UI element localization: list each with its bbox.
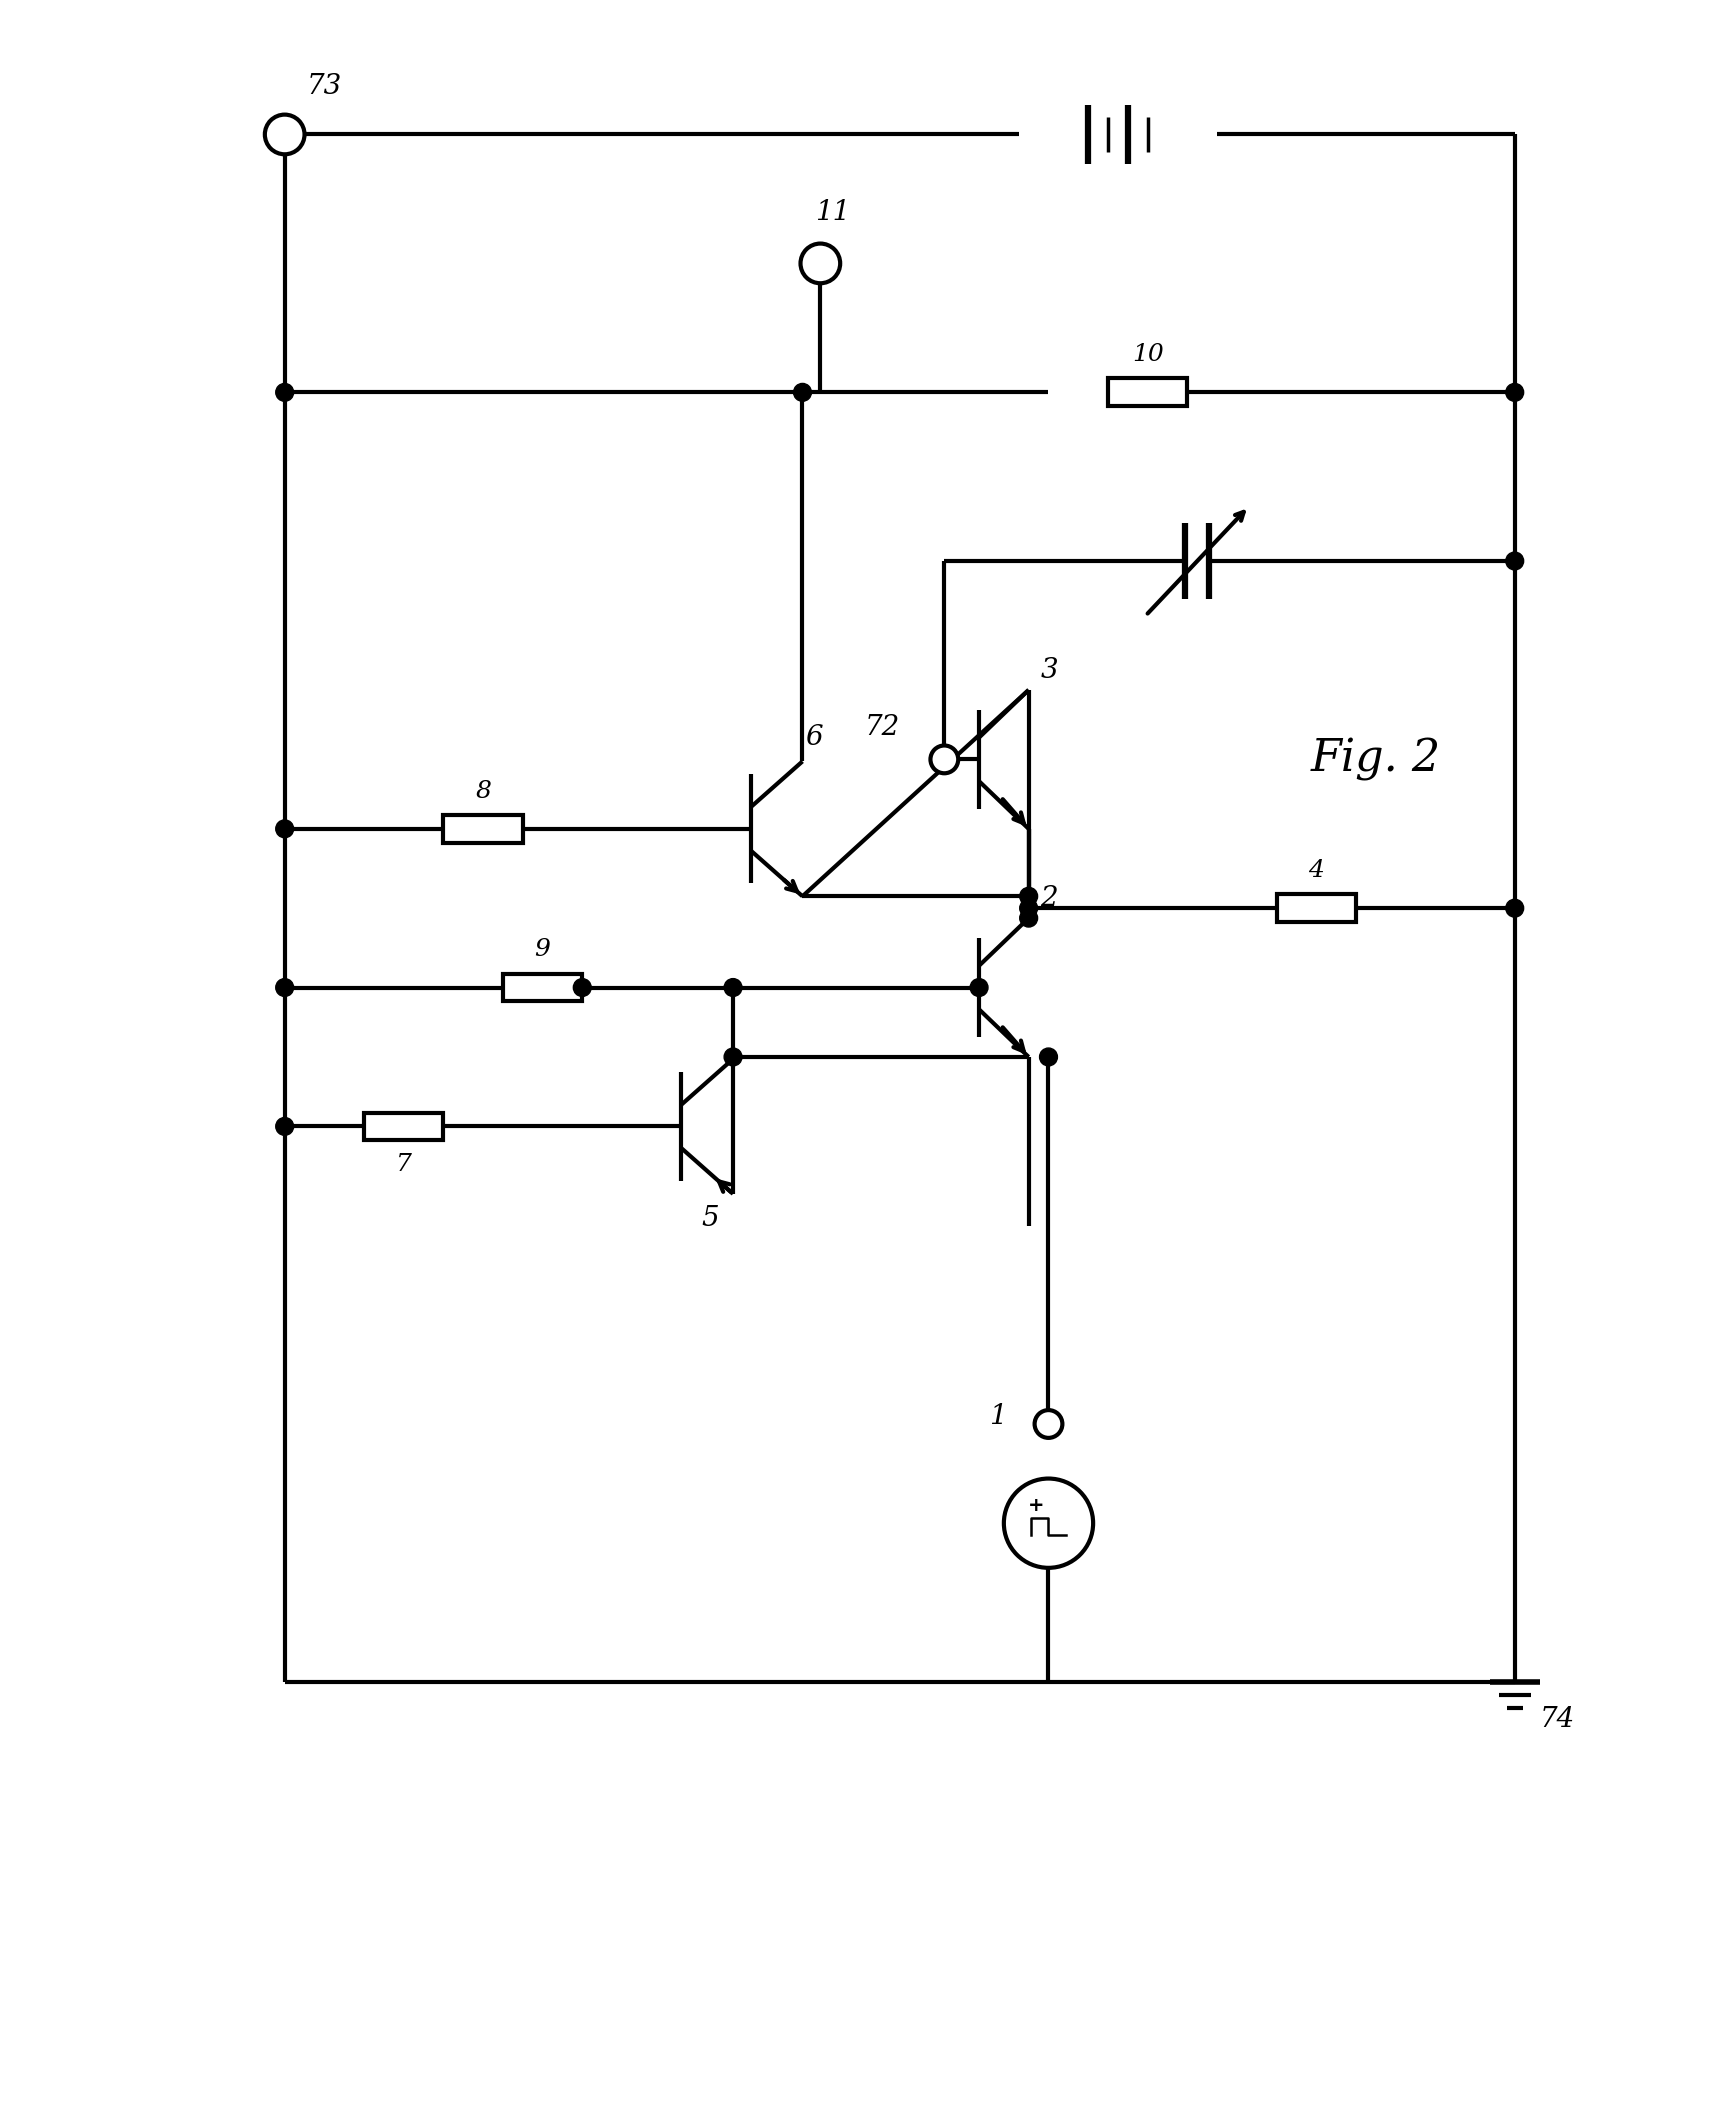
- Circle shape: [1020, 900, 1037, 917]
- Circle shape: [1505, 900, 1524, 917]
- Text: 6: 6: [806, 723, 823, 750]
- Circle shape: [1505, 552, 1524, 569]
- Circle shape: [573, 978, 592, 997]
- Circle shape: [1020, 887, 1037, 906]
- Text: 72: 72: [865, 714, 899, 740]
- Text: 11: 11: [815, 198, 851, 225]
- Text: 7: 7: [395, 1153, 413, 1176]
- Text: 9: 9: [535, 938, 551, 961]
- Bar: [364, 1112, 444, 1140]
- Bar: [444, 815, 523, 843]
- Circle shape: [725, 1047, 742, 1066]
- Circle shape: [264, 114, 304, 154]
- Circle shape: [794, 383, 811, 400]
- Text: 4: 4: [1308, 860, 1324, 883]
- Text: 8: 8: [475, 780, 490, 803]
- Circle shape: [276, 383, 293, 400]
- Circle shape: [801, 244, 841, 282]
- Text: 1: 1: [989, 1403, 1006, 1431]
- Text: Fig. 2: Fig. 2: [1310, 737, 1441, 782]
- Text: 73: 73: [307, 74, 342, 99]
- Text: 10: 10: [1132, 343, 1163, 367]
- Circle shape: [970, 978, 987, 997]
- Circle shape: [276, 820, 293, 839]
- Circle shape: [1005, 1479, 1093, 1568]
- Text: 2: 2: [1041, 885, 1058, 912]
- Circle shape: [276, 978, 293, 997]
- Circle shape: [930, 746, 958, 773]
- Text: +: +: [1029, 1496, 1044, 1515]
- Circle shape: [1020, 910, 1037, 927]
- Circle shape: [725, 978, 742, 997]
- Text: 3: 3: [1041, 657, 1058, 685]
- Circle shape: [276, 1117, 293, 1136]
- Bar: [502, 973, 582, 1001]
- Text: 74: 74: [1540, 1705, 1574, 1732]
- Circle shape: [1039, 1047, 1058, 1066]
- Circle shape: [1034, 1410, 1063, 1437]
- Circle shape: [1505, 383, 1524, 400]
- Bar: [1277, 893, 1357, 923]
- Bar: [1108, 379, 1187, 407]
- Text: 5: 5: [701, 1205, 720, 1233]
